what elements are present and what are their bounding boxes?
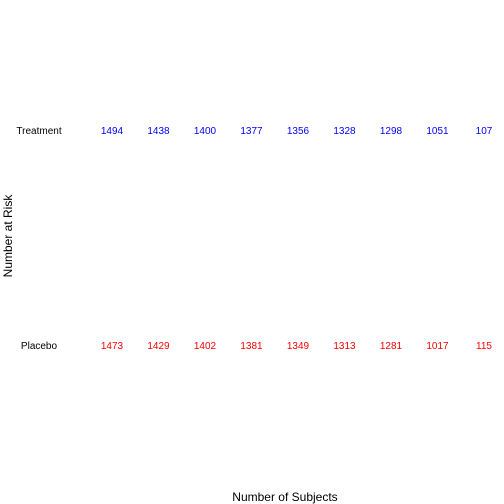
placebo-count-3: 1402 xyxy=(194,341,217,352)
treatment-count-2: 1438 xyxy=(147,126,170,137)
row-label-treatment: Treatment xyxy=(16,126,61,137)
placebo-count-9: 115 xyxy=(476,341,492,352)
treatment-count-3: 1400 xyxy=(194,126,217,137)
risk-table-rows: Treatment 1494 1438 1400 1377 1356 1328 1298 105… xyxy=(16,126,492,352)
treatment-count-8: 1051 xyxy=(426,126,449,137)
treatment-count-5: 1356 xyxy=(287,126,310,137)
placebo-count-2: 1429 xyxy=(147,341,170,352)
treatment-count-9: 107 xyxy=(476,126,493,137)
placebo-count-5: 1349 xyxy=(287,341,310,352)
x-axis-title: Number of Subjects xyxy=(232,490,337,504)
treatment-count-4: 1377 xyxy=(240,126,263,137)
y-axis-title: Number at Risk xyxy=(1,194,15,278)
treatment-count-7: 1298 xyxy=(380,126,403,137)
treatment-count-6: 1328 xyxy=(333,126,356,137)
placebo-count-4: 1381 xyxy=(240,341,263,352)
placebo-count-6: 1313 xyxy=(333,341,356,352)
placebo-count-1: 1473 xyxy=(101,341,124,352)
placebo-count-8: 1017 xyxy=(426,341,449,352)
row-label-placebo: Placebo xyxy=(21,341,58,352)
treatment-count-1: 1494 xyxy=(101,126,124,137)
placebo-count-7: 1281 xyxy=(380,341,403,352)
